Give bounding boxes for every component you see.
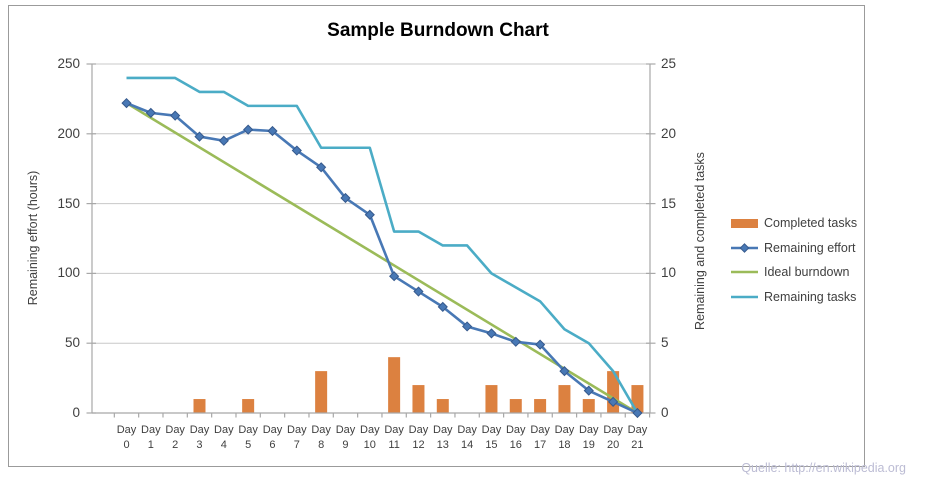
right-axis-tick-label: 15 [661,195,677,211]
marker-diamond [510,336,521,347]
x-axis-category-label: Day 0 [116,424,137,451]
marker-diamond [340,192,351,204]
bar-completed-tasks [534,399,547,413]
marker-diamond [145,107,156,118]
marker-diamond [194,131,205,142]
chart-frame [8,5,865,467]
x-axis-category-label: Day 17 [530,424,550,451]
right-axis-title: Remaining and completed tasks [693,152,707,330]
marker-diamond [462,321,473,332]
bar-completed-tasks [509,399,522,413]
x-axis-category-label: Day 10 [360,424,380,451]
left-axis-tick-label: 200 [57,125,80,141]
marker-diamond [583,385,594,396]
x-axis-category-label: Day 8 [311,424,331,451]
left-axis-tick-label: 250 [57,56,80,71]
left-axis-tick-label: 50 [64,335,80,351]
x-axis-category-label: Day 1 [141,424,161,451]
legend-label: Ideal burndown [764,265,850,280]
x-axis-category-label: Day 21 [627,424,648,451]
line-ideal-burndown [125,101,639,415]
right-axis-tick-label: 5 [661,335,669,351]
marker-diamond [389,271,400,282]
x-axis-category-label: Day 15 [481,424,502,451]
marker-diamond [607,396,619,407]
marker-diamond [535,339,546,350]
right-axis-tick-label: 0 [661,405,669,420]
x-axis-category-label: Day 11 [384,424,404,451]
x-axis-category-label: Day 20 [603,424,623,451]
marker-diamond [632,407,643,419]
marker-diamond [559,366,570,377]
legend-label: Completed tasks [764,216,858,230]
marker-diamond [486,328,497,339]
legend-label: Remaining tasks [764,289,857,304]
marker-diamond [364,209,375,220]
x-axis-category-label: Day 18 [554,424,575,451]
bar-completed-tasks [388,357,401,413]
right-axis-tick-label: 25 [661,56,677,71]
line-remaining-tasks [126,76,639,414]
legend-swatch-line [731,295,758,299]
marker-diamond [267,125,278,137]
line-remaining-effort [126,101,638,415]
left-axis-title: Remaining effort (hours) [26,170,40,306]
marker-diamond [316,162,327,173]
left-axis-tick-label: 150 [57,195,80,211]
right-axis-tick-label: 20 [661,125,677,141]
x-axis-category-label: Day 13 [433,424,453,451]
marker-diamond [413,286,424,297]
x-axis-category-label: Day 5 [238,424,258,451]
bar-completed-tasks [315,371,328,413]
legend-label: Remaining effort [764,240,856,255]
marker-diamond [218,135,229,146]
source-note: Quelle: http://en.wikipedia.org [741,461,906,475]
chart-title: Sample Burndown Chart [327,20,549,41]
x-axis-category-label: Day 16 [505,424,526,451]
x-axis-category-label: Day 6 [262,424,283,451]
marker-diamond [243,124,254,135]
marker-diamond [170,110,181,121]
left-axis-tick-label: 0 [72,405,80,420]
bar-completed-tasks [242,399,255,413]
x-axis-category-label: Day 7 [287,424,307,451]
x-axis-category-label: Day 2 [165,424,185,451]
x-axis-category-label: Day 4 [214,424,234,451]
x-axis-category-label: Day 3 [189,424,210,451]
left-axis-tick-label: 100 [57,265,80,281]
x-axis-category-label: Day 12 [408,424,429,451]
bar-completed-tasks [582,399,595,413]
bar-completed-tasks [412,385,425,413]
legend-swatch-bar [731,219,758,228]
marker-diamond [121,97,132,109]
bar-completed-tasks [485,385,498,413]
x-axis-category-label: Day 9 [335,424,356,451]
legend-swatch-line-marker [731,242,758,253]
marker-diamond [291,145,302,156]
bar-completed-tasks [558,385,571,413]
x-axis-category-label: Day 14 [457,424,477,451]
legend-swatch-line [731,270,758,274]
x-axis-category-label: Day 19 [578,424,599,451]
right-axis-tick-label: 10 [661,265,677,281]
bar-completed-tasks [193,399,206,413]
bar-completed-tasks [436,399,449,413]
marker-diamond [437,301,448,313]
